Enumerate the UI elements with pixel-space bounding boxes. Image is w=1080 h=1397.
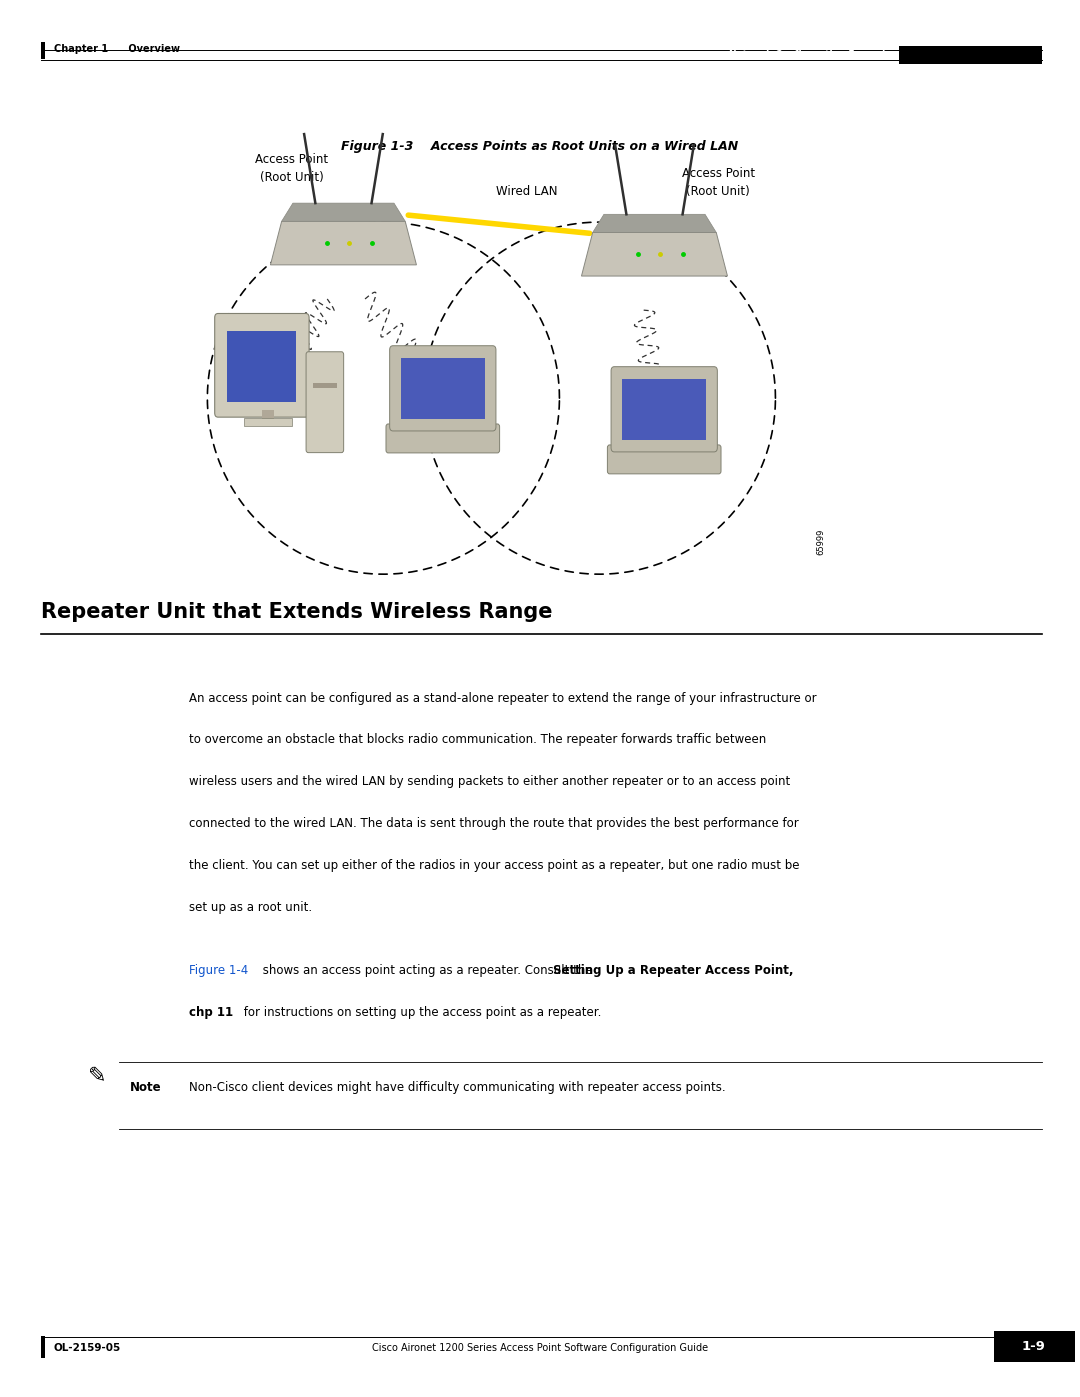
Text: wireless users and the wired LAN by sending packets to either another repeater o: wireless users and the wired LAN by send… [189, 775, 791, 788]
FancyBboxPatch shape [401, 358, 485, 419]
Text: Figure 1-4: Figure 1-4 [189, 964, 248, 977]
Text: connected to the wired LAN. The data is sent through the route that provides the: connected to the wired LAN. The data is … [189, 817, 799, 830]
Bar [994, 1331, 1075, 1362]
Text: Note: Note [130, 1081, 161, 1094]
Text: Figure 1-3    Access Points as Root Units on a Wired LAN: Figure 1-3 Access Points as Root Units o… [341, 140, 739, 154]
Text: set up as a root unit.: set up as a root unit. [189, 901, 312, 914]
FancyBboxPatch shape [313, 383, 337, 388]
Polygon shape [270, 221, 417, 265]
Text: to overcome an obstacle that blocks radio communication. The repeater forwards t: to overcome an obstacle that blocks radi… [189, 733, 766, 746]
Polygon shape [282, 203, 405, 221]
Text: for instructions on setting up the access point as a repeater.: for instructions on setting up the acces… [240, 1006, 602, 1018]
FancyBboxPatch shape [228, 331, 296, 402]
Polygon shape [593, 214, 716, 232]
FancyBboxPatch shape [244, 418, 292, 426]
Text: 65999: 65999 [816, 529, 825, 555]
Bar [899, 46, 1042, 64]
Text: An access point can be configured as a stand-alone repeater to extend the range : An access point can be configured as a s… [189, 692, 816, 704]
Text: the client. You can set up either of the radios in your access point as a repeat: the client. You can set up either of the… [189, 859, 799, 872]
Text: Access Point: Access Point [255, 152, 328, 166]
FancyBboxPatch shape [386, 423, 500, 453]
FancyBboxPatch shape [215, 313, 309, 418]
Text: (Root Unit): (Root Unit) [259, 170, 324, 184]
Bar [41, 1336, 45, 1358]
Text: ✎: ✎ [87, 1066, 107, 1085]
FancyBboxPatch shape [607, 444, 721, 474]
Text: Network Configuration Examples: Network Configuration Examples [729, 50, 896, 59]
FancyBboxPatch shape [390, 345, 496, 430]
Polygon shape [581, 232, 728, 277]
Text: shows an access point acting as a repeater. Consult the: shows an access point acting as a repeat… [259, 964, 596, 977]
Text: Access Point: Access Point [681, 166, 755, 180]
Text: (Root Unit): (Root Unit) [686, 184, 751, 198]
Text: Repeater Unit that Extends Wireless Range: Repeater Unit that Extends Wireless Rang… [41, 602, 553, 622]
Text: Chapter 1      Overview: Chapter 1 Overview [54, 43, 180, 54]
Text: 1-9: 1-9 [1022, 1340, 1045, 1354]
Text: Non-Cisco client devices might have difficulty communicating with repeater acces: Non-Cisco client devices might have diff… [189, 1081, 726, 1094]
FancyBboxPatch shape [611, 366, 717, 451]
FancyBboxPatch shape [622, 379, 706, 440]
Text: chp 11: chp 11 [189, 1006, 233, 1018]
Text: Setting Up a Repeater Access Point,: Setting Up a Repeater Access Point, [553, 964, 794, 977]
Text: Cisco Aironet 1200 Series Access Point Software Configuration Guide: Cisco Aironet 1200 Series Access Point S… [372, 1343, 708, 1354]
FancyBboxPatch shape [306, 352, 343, 453]
Text: Wired LAN: Wired LAN [497, 184, 557, 198]
FancyBboxPatch shape [262, 409, 273, 419]
Bar [41, 42, 45, 59]
Text: OL-2159-05: OL-2159-05 [54, 1343, 121, 1354]
